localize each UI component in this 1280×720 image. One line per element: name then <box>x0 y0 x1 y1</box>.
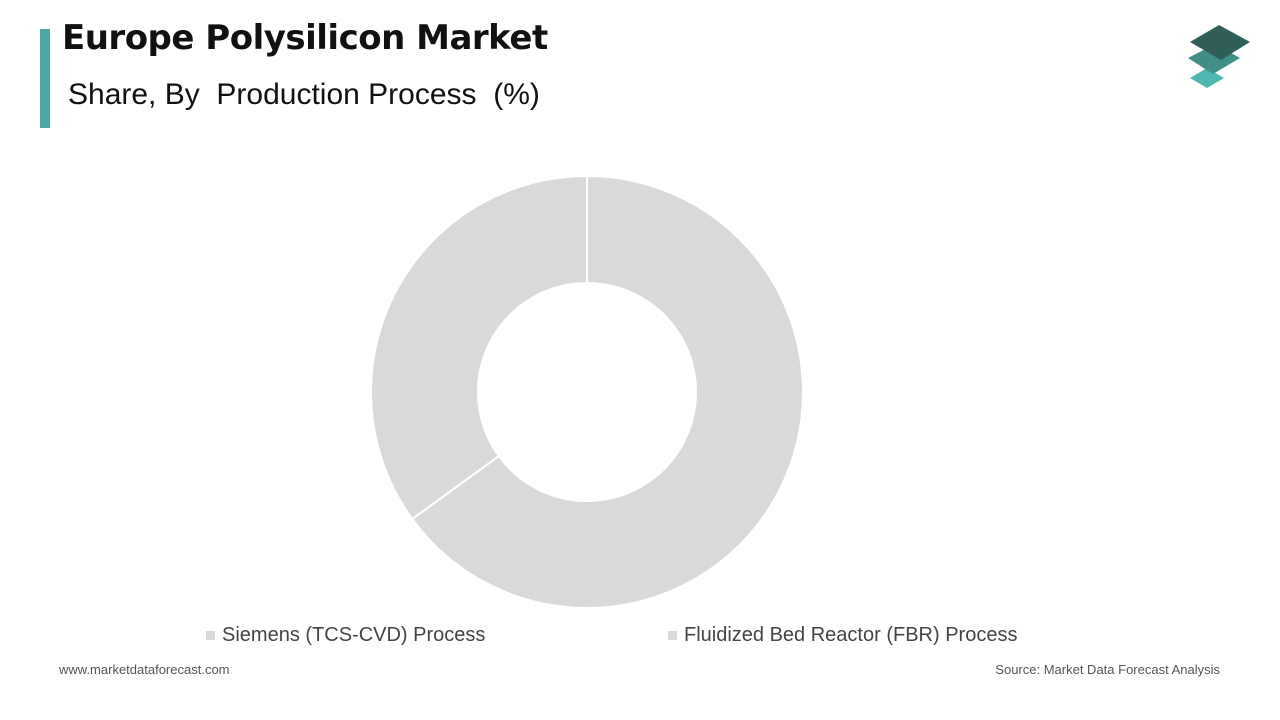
accent-bar <box>40 29 50 128</box>
donut-slice-1 <box>370 174 588 521</box>
legend-label: Siemens (TCS-CVD) Process <box>222 623 486 646</box>
donut-slice-0 <box>410 174 804 609</box>
chart-subtitle: Share, By Production Process (%) <box>68 78 540 111</box>
logo-layer-bottom <box>1190 68 1224 88</box>
legend-swatch <box>206 630 215 640</box>
legend-item-siemens: Siemens (TCS-CVD) Process <box>206 622 485 648</box>
logo-layer-top <box>1190 25 1250 60</box>
footer-source: Source: Market Data Forecast Analysis <box>995 662 1220 677</box>
legend-swatch <box>668 630 677 640</box>
legend-label: Fluidized Bed Reactor (FBR) Process <box>684 623 1018 646</box>
chart-title: Europe Polysilicon Market <box>62 18 548 58</box>
layered-stack-icon <box>1186 22 1252 92</box>
footer-website: www.marketdataforecast.com <box>59 662 230 677</box>
legend-item-fbr: Fluidized Bed Reactor (FBR) Process <box>668 622 1017 648</box>
